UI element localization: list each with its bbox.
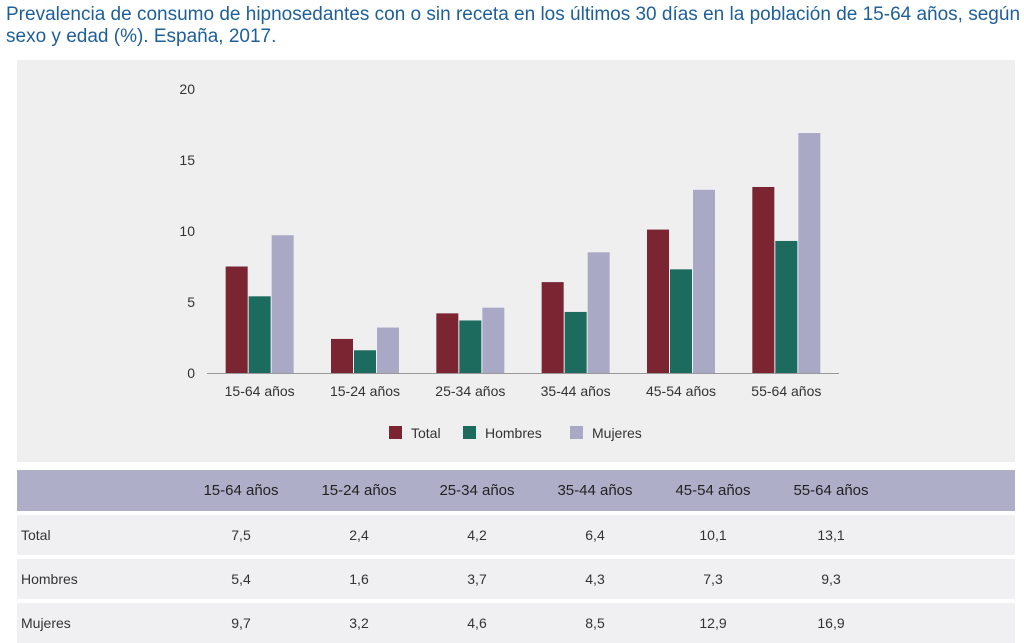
bar-mujeres [798,133,821,373]
row-label: Total [17,515,182,555]
bar-hombres [248,296,271,373]
row-label: Hombres [17,559,182,599]
row-label: Mujeres [17,603,182,643]
column-header: 15-24 años [300,470,418,511]
table-cell: 5,4 [182,559,300,599]
bar-total [752,186,775,373]
bar-total [436,313,459,373]
y-tick-label: 5 [187,294,195,310]
table-cell-pad [890,515,1015,555]
table-cell: 4,2 [418,515,536,555]
table-cell: 9,3 [772,559,890,599]
legend-label-total: Total [411,425,441,441]
y-tick-label: 15 [179,152,195,168]
table-cell: 4,3 [536,559,654,599]
table-row: Hombres 5,4 1,6 3,7 4,3 7,3 9,3 [17,559,1015,599]
x-tick-label: 45-54 años [646,383,716,399]
x-tick-label: 55-64 años [751,383,821,399]
bar-hombres [459,320,482,373]
table-cell: 8,5 [536,603,654,643]
table-cell: 7,5 [182,515,300,555]
table-cell: 6,4 [536,515,654,555]
table-row: Total 7,5 2,4 4,2 6,4 10,1 13,1 [17,515,1015,555]
chart-panel: 0 5 10 15 20 15-64 años 15-24 años 25-34 años 35… [17,60,1015,462]
table-cell: 1,6 [300,559,418,599]
bar-hombres [354,350,376,373]
table-row: Mujeres 9,7 3,2 4,6 8,5 12,9 16,9 [17,603,1015,643]
x-tick-label: 15-24 años [330,383,400,399]
x-tick-label: 15-64 años [225,383,295,399]
table-cell: 2,4 [300,515,418,555]
table-header-row: 15-64 años 15-24 años 25-34 años 35-44 a… [17,470,1015,511]
bar-mujeres [377,327,399,373]
legend-swatch-total [389,426,402,439]
bar-mujeres [587,252,610,373]
table-cell: 3,2 [300,603,418,643]
table-header-pad [890,470,1015,511]
column-header: 15-64 años [182,470,300,511]
bar-hombres [670,269,692,373]
column-header: 35-44 años [536,470,654,511]
table-cell: 10,1 [654,515,772,555]
legend-swatch-hombres [463,426,476,439]
x-tick-label: 35-44 años [541,383,611,399]
table-cell: 3,7 [418,559,536,599]
legend-label-hombres: Hombres [485,425,542,441]
y-tick-label: 10 [179,223,195,239]
table-cell: 16,9 [772,603,890,643]
bar-mujeres [693,189,715,373]
table-cell: 4,6 [418,603,536,643]
table-corner [17,470,182,511]
data-table: 15-64 años 15-24 años 25-34 años 35-44 a… [17,466,1015,643]
bar-mujeres [271,235,294,373]
table-cell: 7,3 [654,559,772,599]
table-cell: 9,7 [182,603,300,643]
bar-hombres [564,311,587,373]
legend-swatch-mujeres [570,426,583,439]
bar-total [225,266,248,373]
bar-total [647,229,669,373]
table-cell-pad [890,559,1015,599]
bar-chart: 0 5 10 15 20 15-64 años 15-24 años 25-34 años 35… [179,81,839,441]
y-tick-label: 20 [179,81,195,97]
column-header: 25-34 años [418,470,536,511]
page-title: Prevalencia de consumo de hipnosedantes … [6,4,1021,47]
x-tick-label: 25-34 años [435,383,505,399]
bar-mujeres [482,307,505,373]
bar-total [541,282,564,373]
y-tick-label: 0 [187,365,195,381]
column-header: 45-54 años [654,470,772,511]
table-cell: 13,1 [772,515,890,555]
column-header: 55-64 años [772,470,890,511]
legend-label-mujeres: Mujeres [592,425,642,441]
bar-total [331,338,353,373]
bar-hombres [775,240,798,373]
table-cell-pad [890,603,1015,643]
table-cell: 12,9 [654,603,772,643]
